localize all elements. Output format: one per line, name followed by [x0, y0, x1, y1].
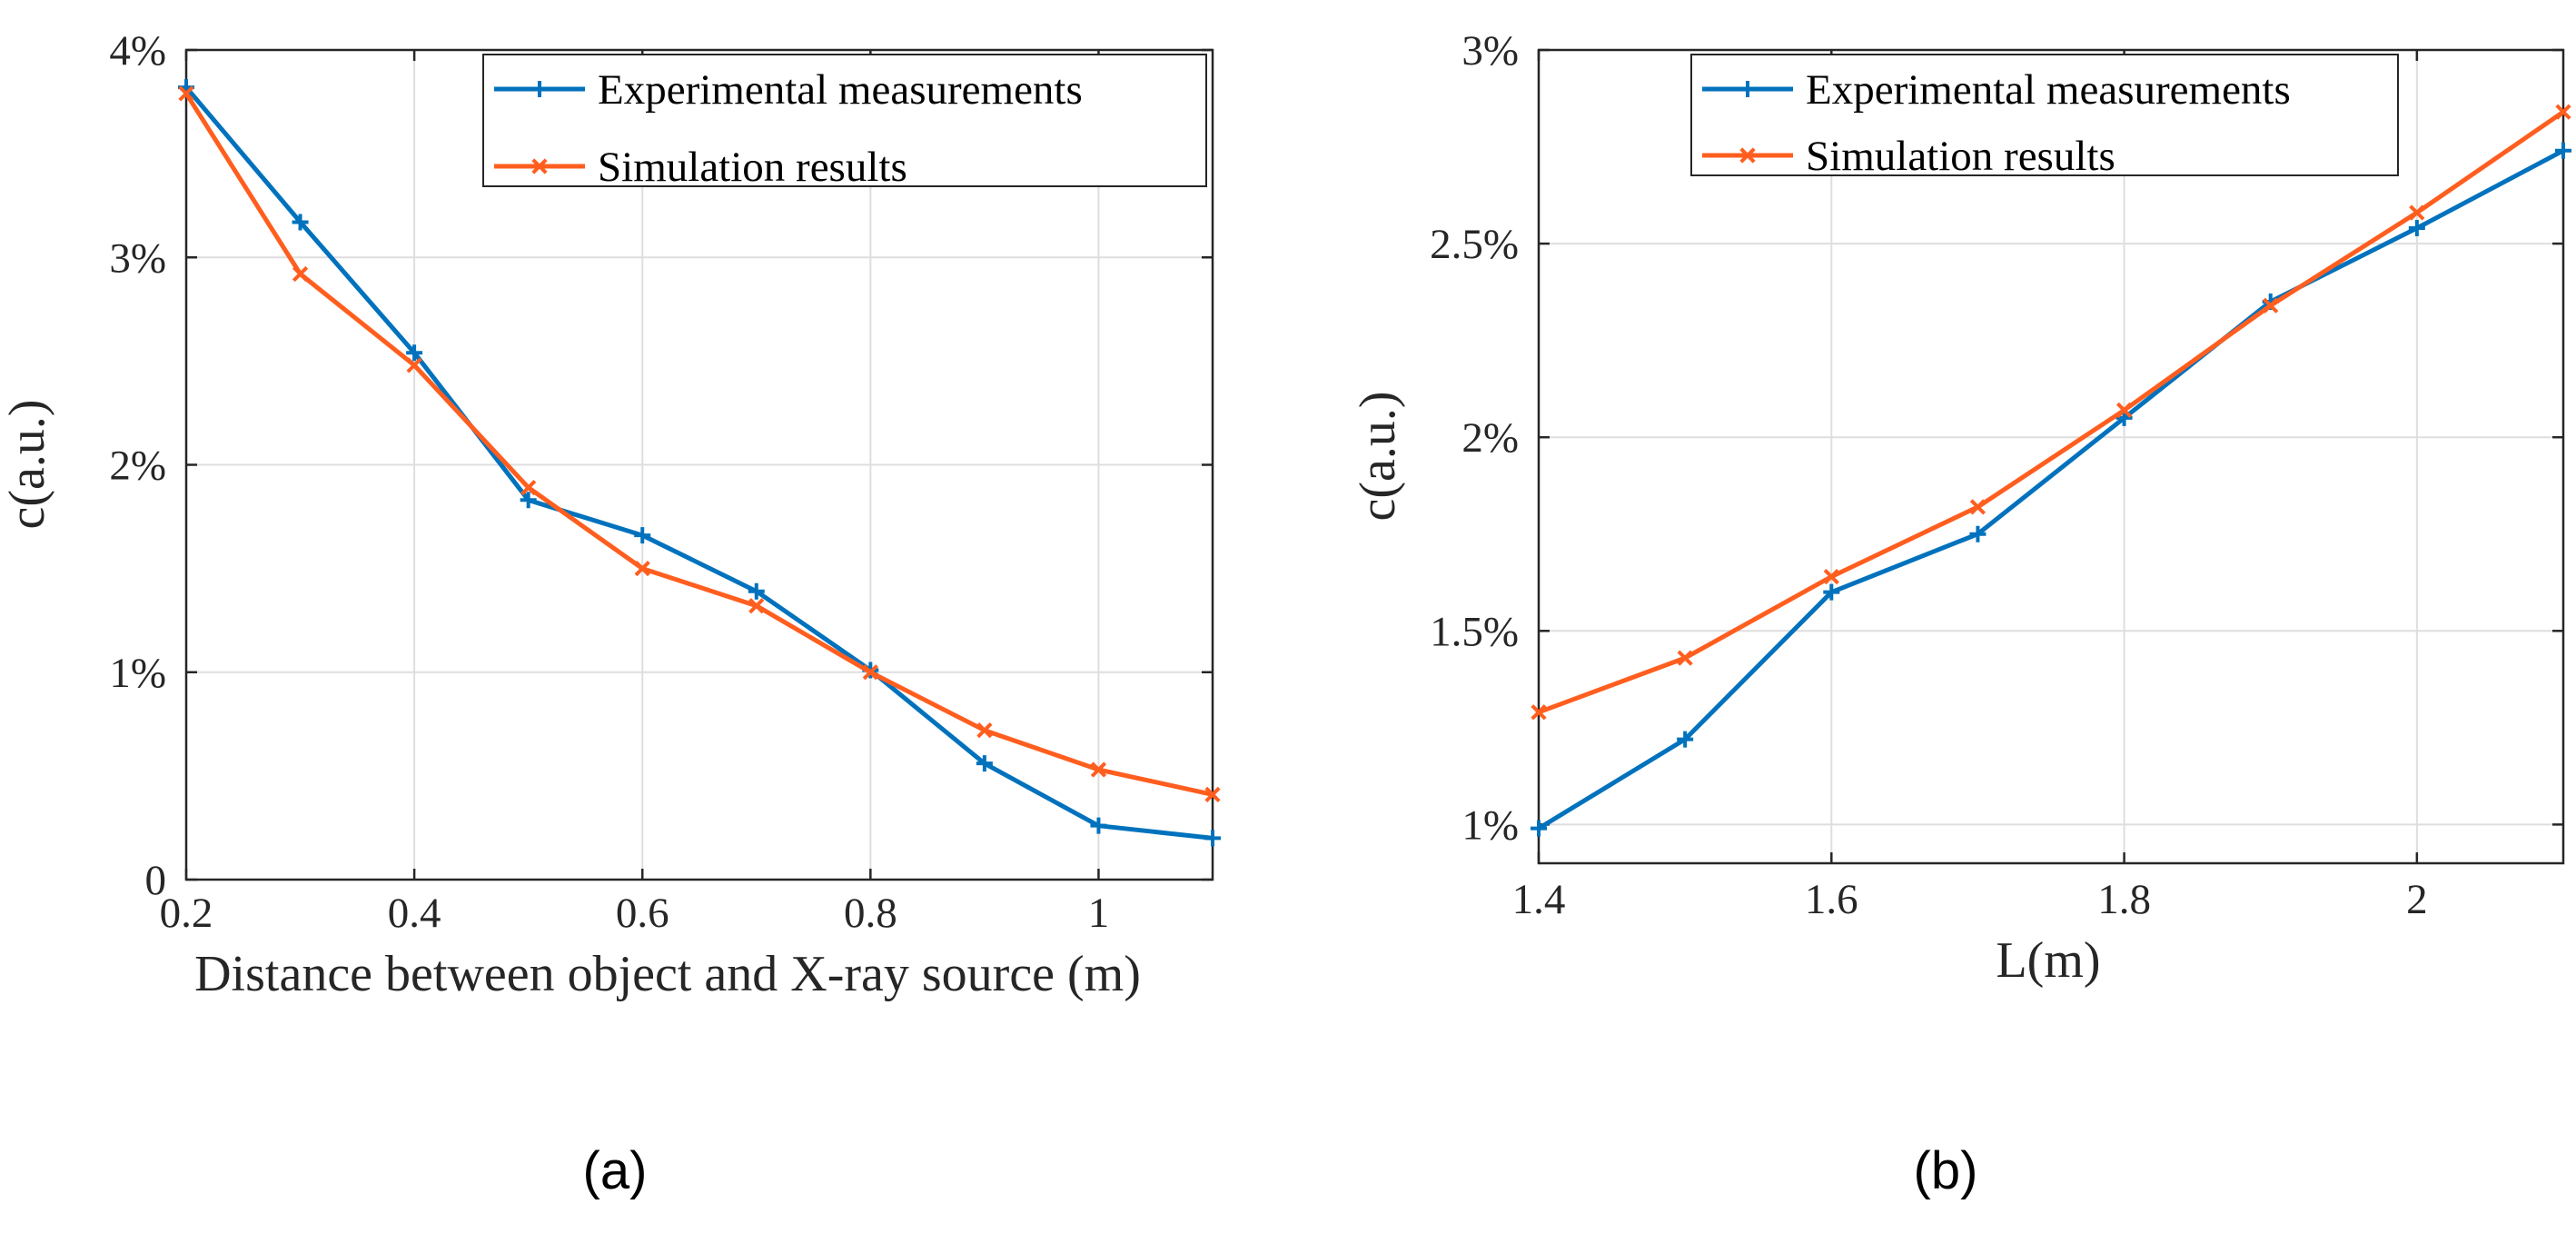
x-tick-label: 1	[1088, 890, 1110, 937]
data-point-simulation	[2555, 104, 2571, 120]
data-point-simulation	[1969, 499, 1986, 515]
data-point-simulation	[2409, 204, 2425, 221]
x-tick-label: 0.8	[844, 890, 897, 937]
data-point-simulation	[634, 561, 650, 577]
y-tick-label: 1%	[1461, 801, 1519, 849]
data-point-simulation	[520, 479, 537, 496]
data-point-simulation	[976, 722, 993, 739]
figure-caption: (a)	[583, 1141, 648, 1200]
data-point-experimental	[2555, 142, 2571, 159]
data-point-simulation	[1823, 569, 1839, 585]
data-point-simulation	[862, 664, 878, 681]
data-point-simulation	[1090, 761, 1107, 778]
x-tick-label: 0.4	[388, 890, 441, 937]
series-line-simulation	[1538, 110, 2565, 715]
y-axis-label: c(a.u.)	[0, 399, 55, 529]
y-tick-label: 2%	[1461, 414, 1519, 462]
series-line-experimental	[184, 85, 1214, 841]
series-line-experimental	[1537, 148, 2565, 831]
y-tick-label: 3%	[1461, 27, 1519, 75]
data-point-simulation	[748, 598, 765, 614]
legend-marker-experimental	[531, 81, 548, 97]
data-point-experimental	[292, 214, 309, 231]
data-point-experimental	[1823, 583, 1840, 601]
data-point-experimental	[406, 344, 423, 362]
data-point-experimental	[1969, 525, 1986, 542]
data-point-experimental	[634, 527, 651, 544]
y-tick-label: 0	[145, 857, 167, 904]
data-point-simulation	[1204, 786, 1221, 803]
chart-a: 0.2 0.4 0.6 0.8 1 0 1% 2% 3% 4% Distance between o…	[0, 27, 1221, 1200]
x-tick-label: 1.4	[1512, 876, 1566, 923]
data-point-simulation	[406, 357, 422, 373]
x-tick-label: 1.6	[1805, 876, 1858, 923]
legend-label-simulation: Simulation results	[598, 144, 907, 191]
plot-frame	[1537, 48, 2565, 865]
legend-marker-experimental	[1739, 81, 1756, 97]
legend-label-experimental: Experimental measurements	[598, 66, 1083, 114]
x-axis-label: Distance between object and X-ray source…	[194, 946, 1141, 1002]
legend-marker-simulation	[531, 158, 548, 174]
data-point-experimental	[748, 582, 765, 600]
data-point-simulation	[1677, 650, 1693, 666]
chart-b: 1.4 1.6 1.8 2 1% 1.5% 2% 2.5% 3% L(m) c(a.u.) Exper…	[1350, 27, 2571, 1200]
data-point-simulation	[2115, 402, 2133, 418]
data-point-simulation	[178, 85, 194, 102]
data-point-experimental	[976, 755, 993, 772]
data-point-simulation	[2263, 297, 2279, 313]
series-line-simulation	[183, 92, 1214, 797]
y-tick-label: 1%	[109, 650, 166, 697]
figure-caption: (b)	[1914, 1141, 1978, 1200]
legend-box	[482, 54, 1207, 187]
data-point-simulation	[1531, 704, 1547, 721]
x-tick-label: 1.8	[2097, 876, 2151, 923]
legend-label-simulation: Simulation results	[1806, 133, 2115, 180]
legend-box	[1690, 54, 2399, 176]
x-tick-label: 0.6	[616, 890, 669, 937]
data-point-experimental	[1204, 830, 1221, 847]
data-point-experimental	[2408, 220, 2425, 237]
legend-marker-simulation	[1739, 147, 1756, 164]
y-tick-label: 1.5%	[1430, 608, 1519, 655]
y-tick-label: 4%	[109, 27, 166, 75]
x-axis-label: L(m)	[1996, 932, 2100, 989]
legend-label-experimental: Experimental measurements	[1806, 66, 2291, 114]
y-tick-label: 2.5%	[1430, 221, 1519, 268]
data-point-experimental	[520, 492, 537, 509]
x-tick-label: 0.2	[160, 890, 213, 937]
y-axis-label: c(a.u.)	[1350, 391, 1406, 521]
y-tick-label: 3%	[109, 234, 166, 282]
data-point-simulation	[292, 265, 309, 283]
data-point-experimental	[1531, 820, 1547, 837]
data-point-experimental	[1090, 817, 1107, 834]
y-tick-label: 2%	[109, 443, 166, 490]
x-tick-label: 2	[2406, 876, 2428, 923]
data-point-experimental	[1677, 731, 1694, 748]
